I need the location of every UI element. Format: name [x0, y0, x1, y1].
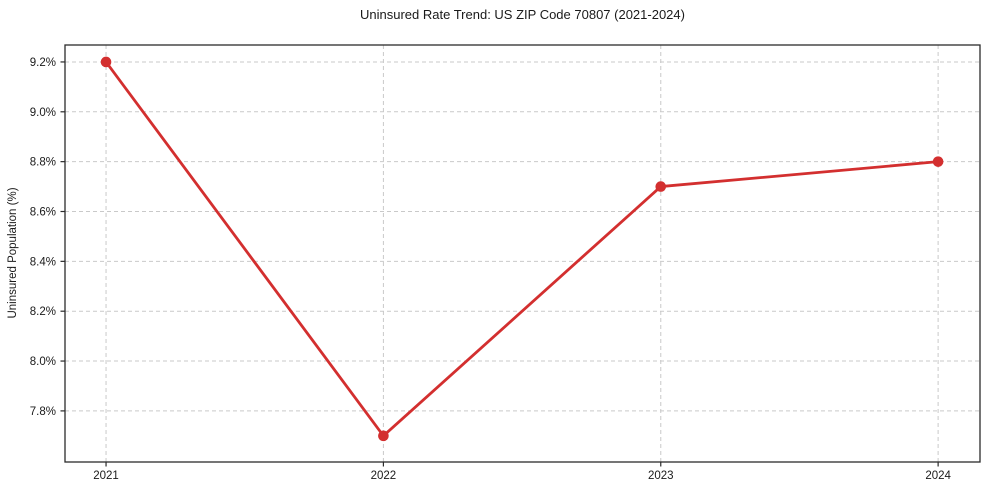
data-point-2024: [932, 156, 944, 167]
y-tick-label: 8.0%: [30, 356, 56, 368]
y-tick-label: 9.2%: [30, 57, 56, 69]
data-point-2022: [378, 430, 389, 442]
x-tick-label: 2022: [371, 470, 397, 482]
y-tick-label: 8.2%: [30, 306, 56, 318]
x-tick-label: 2023: [648, 470, 674, 482]
y-tick-label: 7.8%: [30, 406, 56, 418]
data-point-2023: [655, 181, 667, 192]
chart-title: Uninsured Rate Trend: US ZIP Code 70807 …: [360, 7, 685, 22]
y-tick-label: 8.6%: [30, 207, 56, 219]
plot-border: [64, 44, 981, 463]
y-tick-label: 8.8%: [30, 157, 56, 169]
x-tick-label: 2021: [93, 470, 119, 482]
y-tick-label: 9.0%: [30, 107, 56, 119]
data-point-2021: [100, 56, 112, 68]
trend-line: [104, 60, 940, 438]
y-tick-label: 8.4%: [30, 256, 56, 268]
y-axis-label: Uninsured Population (%): [7, 187, 19, 319]
x-tick-label: 2024: [925, 470, 951, 482]
